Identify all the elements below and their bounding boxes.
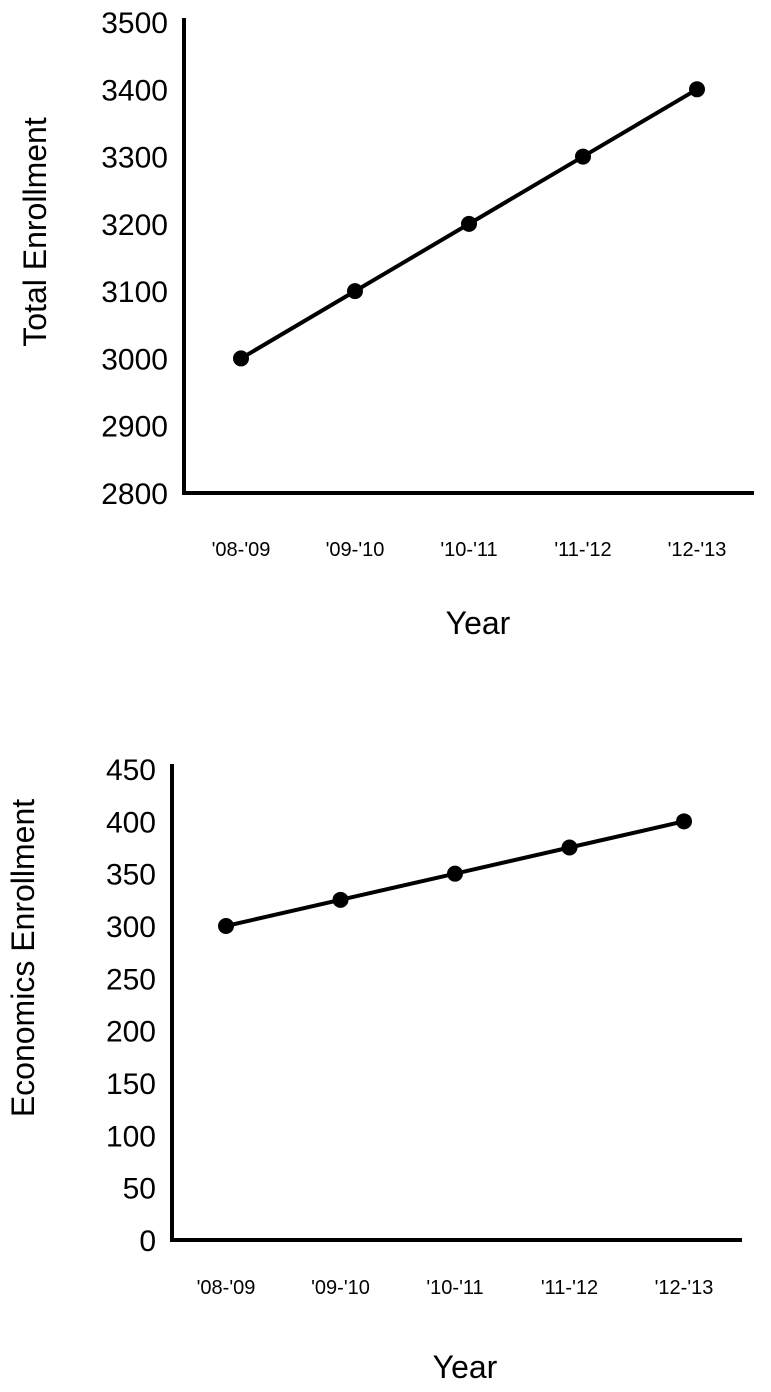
y-axis-title: Economics Enrollment bbox=[5, 799, 41, 1117]
y-tick-label: 450 bbox=[106, 754, 156, 787]
x-tick-label: '12-'13 bbox=[668, 539, 727, 561]
y-tick-label: 100 bbox=[106, 1120, 156, 1153]
y-tick-label: 3100 bbox=[101, 276, 168, 309]
data-point bbox=[575, 148, 591, 165]
data-point bbox=[347, 283, 363, 300]
x-tick-label: '09-'10 bbox=[326, 539, 385, 561]
y-tick-label: 400 bbox=[106, 806, 156, 839]
data-point bbox=[689, 81, 705, 98]
total-enrollment-chart: 2800 2900 3000 3100 3200 3300 3400 3500 '08-'09 '… bbox=[17, 7, 754, 641]
data-point bbox=[233, 350, 249, 367]
x-tick-label: '10-'11 bbox=[426, 1277, 483, 1299]
data-point bbox=[332, 891, 349, 908]
y-tick-label: 2900 bbox=[101, 411, 168, 444]
y-tick-label: 300 bbox=[106, 911, 156, 944]
x-axis-title: Year bbox=[433, 1349, 498, 1385]
x-tick-label: '08-'09 bbox=[197, 1277, 256, 1299]
y-tick-label: 200 bbox=[106, 1016, 156, 1049]
y-axis-title: Total Enrollment bbox=[17, 117, 53, 347]
x-axis-title: Year bbox=[446, 605, 511, 641]
data-point bbox=[461, 215, 477, 232]
y-tick-label: 350 bbox=[106, 859, 156, 892]
y-tick-label: 2800 bbox=[101, 478, 168, 511]
y-tick-label: 3500 bbox=[101, 7, 168, 40]
x-tick-label: '11-'12 bbox=[541, 1277, 598, 1299]
y-tick-label: 0 bbox=[139, 1225, 156, 1258]
y-tick-label: 250 bbox=[106, 963, 156, 996]
y-tick-label: 50 bbox=[123, 1173, 156, 1206]
x-tick-label: '09-'10 bbox=[311, 1277, 370, 1299]
x-tick-label: '08-'09 bbox=[212, 539, 271, 561]
y-tick-label: 3000 bbox=[101, 343, 168, 376]
x-tick-label: '10-'11 bbox=[440, 539, 497, 561]
data-point bbox=[676, 813, 692, 830]
y-tick-label: 3200 bbox=[101, 209, 168, 242]
economics-enrollment-chart: 0 50 100 150 200 250 300 350 400 450 '08-'09 '09-'1… bbox=[5, 754, 742, 1385]
y-tick-label: 3400 bbox=[101, 74, 168, 107]
data-point bbox=[218, 918, 234, 934]
y-tick-label: 3300 bbox=[101, 142, 168, 175]
y-tick-label: 150 bbox=[106, 1068, 156, 1101]
data-point bbox=[561, 839, 578, 856]
x-tick-label: '12-'13 bbox=[655, 1277, 714, 1299]
x-tick-label: '11-'12 bbox=[554, 539, 611, 561]
data-point bbox=[447, 865, 463, 882]
